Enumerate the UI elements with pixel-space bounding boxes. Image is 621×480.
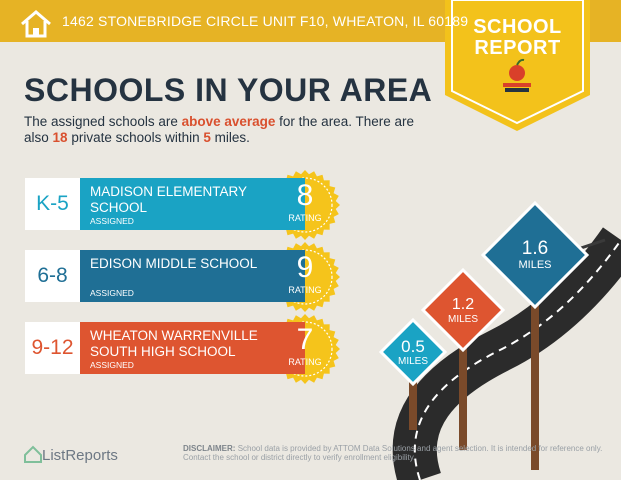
sign — [420, 267, 506, 353]
sign-distance: 1.2 — [451, 296, 475, 313]
school-bar: WHEATON WARRENVILLE SOUTH HIGH SCHOOL ASS… — [80, 322, 305, 374]
sign-post — [459, 310, 467, 450]
disclaimer: DISCLAIMER: School data is provided by A… — [183, 444, 613, 462]
rating-label: RATING — [288, 213, 322, 223]
sign-distance: 0.5 — [401, 337, 425, 356]
rating-value: 7 — [296, 323, 314, 356]
school-bar: EDISON MIDDLE SCHOOL ASSIGNED — [80, 250, 305, 302]
school-name: EDISON MIDDLE SCHOOL — [90, 256, 258, 271]
grade-level: 9-12 — [25, 322, 80, 374]
school-status: ASSIGNED — [90, 288, 134, 298]
school-status: ASSIGNED — [90, 216, 134, 226]
grade-level: K-5 — [25, 178, 80, 230]
school-name: MADISON ELEMENTARY SCHOOL — [90, 184, 247, 215]
school-status: ASSIGNED — [90, 360, 134, 370]
sign — [480, 200, 590, 310]
sign-unit: MILES — [518, 259, 552, 271]
rating-value: 9 — [296, 251, 314, 284]
intro-text: for the area. There are also — [24, 114, 414, 145]
title: SCHOOLS IN YOUR AREA — [24, 72, 433, 108]
signs — [378, 200, 590, 470]
logo-icon — [24, 445, 42, 463]
intro-highlight: 18 — [52, 130, 68, 145]
intro-highlight: above average — [181, 114, 276, 129]
logo: ListReports — [42, 447, 118, 464]
sign-unit: MILES — [397, 356, 428, 367]
intro-text: private schools within — [67, 130, 204, 145]
intro: The assigned schools are above average f… — [24, 114, 434, 146]
sign-post — [409, 352, 417, 430]
sign-unit: MILES — [447, 314, 478, 325]
address: 1462 STONEBRIDGE CIRCLE UNIT F10, WHEATO… — [62, 13, 469, 29]
badge-line1: SCHOOL — [473, 16, 562, 38]
disclaimer-label: DISCLAIMER: — [183, 444, 236, 453]
intro-text: The assigned schools are — [24, 114, 182, 129]
rating-value: 8 — [296, 179, 314, 212]
home-icon — [21, 10, 51, 38]
school-name: WHEATON WARRENVILLE SOUTH HIGH SCHOOL — [90, 328, 258, 359]
disclaimer-text: School data is provided by ATTOM Data So… — [183, 444, 603, 462]
rating-label: RATING — [288, 357, 322, 367]
school-bar: MADISON ELEMENTARY SCHOOL ASSIGNED — [80, 178, 305, 230]
rating-label: RATING — [288, 285, 322, 295]
intro-highlight: 5 — [203, 130, 211, 145]
intro-text: miles. — [210, 130, 250, 145]
sign-post — [531, 255, 539, 470]
sign — [378, 317, 448, 387]
badge-line2: REPORT — [474, 37, 561, 59]
badge — [445, 0, 590, 131]
sign-distance: 1.6 — [521, 238, 549, 259]
grade-level: 6-8 — [25, 250, 80, 302]
